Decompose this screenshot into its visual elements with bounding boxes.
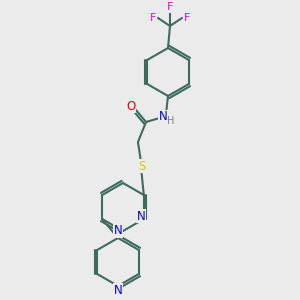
Text: O: O [126, 100, 136, 112]
Text: N: N [136, 209, 145, 223]
Text: N: N [159, 110, 167, 124]
Text: F: F [150, 13, 156, 23]
Text: S: S [138, 160, 146, 172]
Text: H: H [167, 116, 175, 126]
Text: F: F [167, 2, 173, 12]
Text: N: N [114, 224, 122, 238]
Text: F: F [184, 13, 190, 23]
Text: N: N [114, 284, 122, 296]
